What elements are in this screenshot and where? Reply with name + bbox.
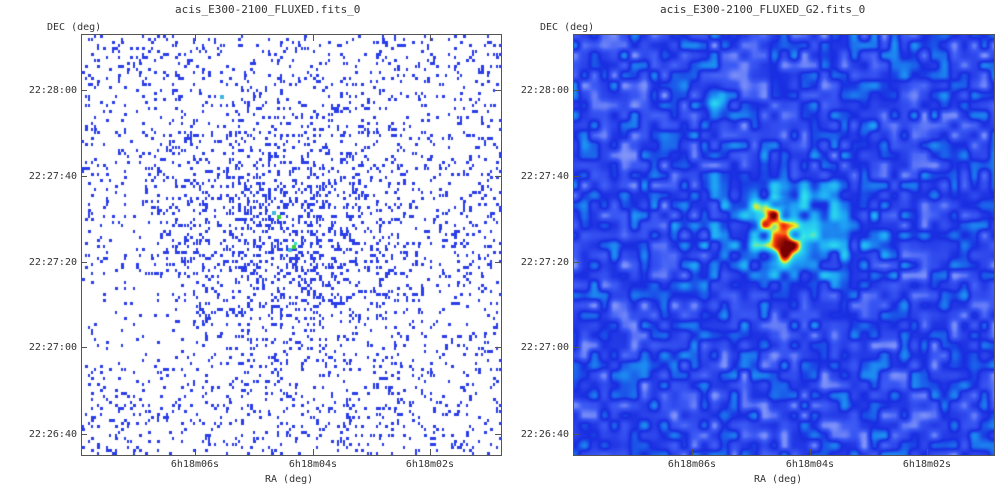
right-y-tickmark: [573, 262, 579, 263]
right-y-tick-label: 22:28:00: [520, 85, 569, 96]
left-y-tickmark: [495, 176, 501, 177]
right-x-tickmark: [927, 449, 928, 455]
left-dec-axis-label: DEC (deg): [47, 22, 102, 33]
right-image-panel: acis_E300-2100_FLUXED_G2.fits_0 DEC (deg…: [496, 0, 1000, 492]
left-y-tick-label: 22:28:00: [28, 85, 77, 96]
left-y-tickmark: [495, 347, 501, 348]
right-ra-axis-label: RA (deg): [754, 474, 803, 485]
right-y-tick-label: 22:27:20: [520, 257, 569, 268]
left-image-panel: acis_E300-2100_FLUXED.fits_0 DEC (deg) 2…: [28, 3, 502, 485]
left-panel-title: acis_E300-2100_FLUXED.fits_0: [175, 3, 361, 16]
left-y-tickmark: [81, 176, 87, 177]
right-y-tickmark: [573, 434, 579, 435]
right-y-tick-label: 22:26:40: [520, 429, 569, 440]
left-y-tickmark: [495, 262, 501, 263]
left-y-tick-label: 22:27:20: [28, 257, 77, 268]
left-ra-axis-label: RA (deg): [265, 474, 314, 485]
left-y-tickmark: [495, 434, 501, 435]
right-y-tickmark: [573, 347, 579, 348]
right-x-tick-label: 6h18m04s: [785, 459, 835, 470]
right-x-tick-label: 6h18m06s: [667, 459, 717, 470]
left-y-tick-label: 22:26:40: [28, 429, 77, 440]
left-y-tickmark: [495, 90, 501, 91]
left-y-tickmark: [81, 262, 87, 263]
left-y-tickmark: [81, 347, 87, 348]
right-y-tick-label: 22:27:00: [520, 342, 569, 353]
left-x-tickmark: [195, 35, 196, 41]
left-x-tickmark: [430, 35, 431, 41]
right-y-tick-label: 22:27:40: [520, 171, 569, 182]
left-y-tick-label: 22:27:40: [28, 171, 77, 182]
right-image-canvas[interactable]: [574, 35, 994, 455]
left-y-tickmark: [81, 434, 87, 435]
right-dec-axis-label: DEC (deg): [540, 22, 595, 33]
left-x-tickmark: [430, 449, 431, 455]
left-x-tick-label: 6h18m04s: [288, 459, 338, 470]
right-y-tickmark: [573, 90, 579, 91]
right-x-tick-label: 6h18m02s: [902, 459, 952, 470]
left-image-canvas[interactable]: [82, 35, 501, 455]
left-x-tickmark: [313, 449, 314, 455]
right-x-tickmark: [810, 449, 811, 455]
right-x-tickmark: [692, 449, 693, 455]
left-x-tick-label: 6h18m02s: [405, 459, 455, 470]
right-y-tickmark: [573, 176, 579, 177]
left-y-tickmark: [81, 90, 87, 91]
right-panel-title: acis_E300-2100_FLUXED_G2.fits_0: [660, 3, 866, 16]
left-x-tickmark: [195, 449, 196, 455]
left-x-tickmark: [313, 35, 314, 41]
left-x-tick-label: 6h18m06s: [170, 459, 220, 470]
left-y-tick-label: 22:27:00: [28, 342, 77, 353]
left-image-canvas-frame[interactable]: [81, 34, 502, 456]
right-image-canvas-frame[interactable]: [573, 34, 995, 456]
